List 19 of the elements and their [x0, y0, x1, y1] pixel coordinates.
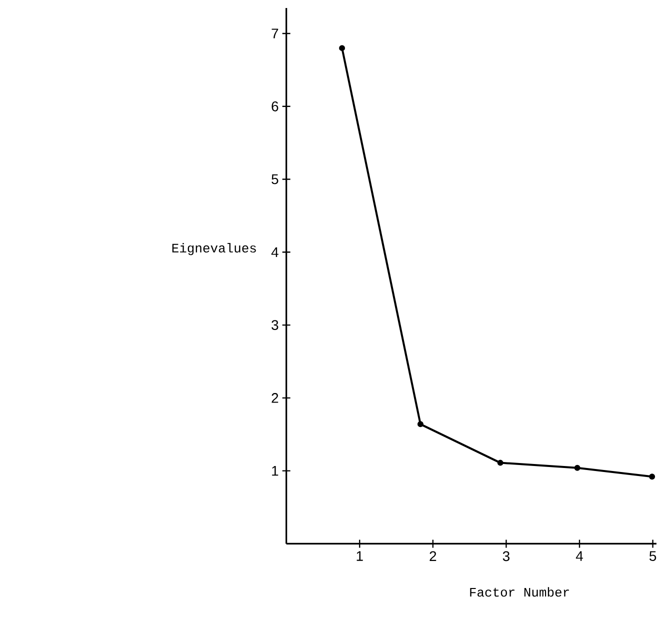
y-tick-label: 2	[272, 393, 278, 404]
point	[649, 474, 656, 480]
x-tick-label: 3	[502, 551, 510, 562]
x-tick-label: 4	[576, 551, 583, 562]
y-tick-label: 1	[272, 466, 278, 476]
point	[497, 460, 504, 466]
y-tick-label: 7	[272, 28, 278, 39]
x-tick-label: 5	[649, 551, 656, 562]
x-tick-label: 2	[430, 551, 436, 562]
y-axis-title: Eignevalues	[172, 243, 256, 256]
x-axis-title: Factor Number	[470, 587, 569, 597]
point	[574, 465, 580, 472]
x-tick-label: 1	[356, 551, 363, 562]
point	[417, 421, 424, 428]
y-tick-label: 4	[271, 248, 278, 258]
y-tick-label: 5	[272, 174, 278, 184]
y-tick-label: 6	[272, 102, 278, 112]
point	[339, 45, 346, 52]
y-tick-label: 3	[272, 320, 278, 330]
